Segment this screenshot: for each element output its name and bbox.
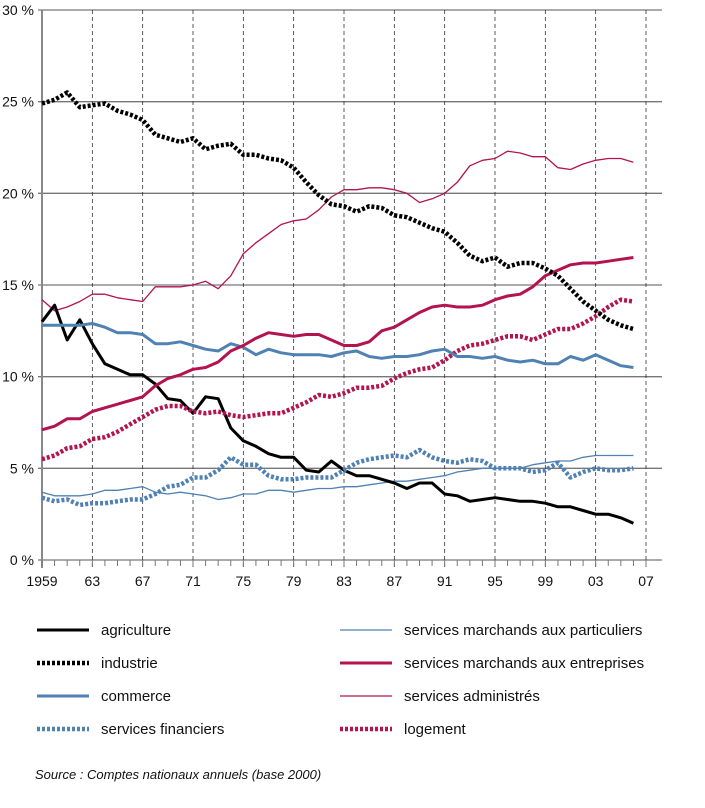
y-tick-label: 20 % [2, 185, 34, 201]
x-tick-label: 67 [135, 573, 151, 589]
x-tick-label: 99 [538, 573, 554, 589]
legend-item: industrie [37, 655, 158, 672]
legend-label: industrie [101, 655, 158, 672]
y-tick-label: 10 % [2, 369, 34, 385]
source-note: Source : Comptes nationaux annuels (base… [35, 767, 321, 782]
legend-label: logement [404, 721, 467, 738]
x-tick-label: 63 [85, 573, 101, 589]
legend-item: services marchands aux particuliers [340, 622, 642, 639]
x-axis-ticks: 1959 63 67 71 75 79 83 87 91 95 99 03 07 [26, 560, 654, 589]
x-tick-label: 1959 [26, 573, 57, 589]
legend: agriculture industrie commerce services fin… [37, 622, 644, 738]
legend-label: commerce [101, 688, 171, 705]
series-line-services-marchands-aux-particuliers [41, 454, 634, 501]
series-line-services-marchands-aux-entreprises [41, 256, 634, 432]
legend-label: services administrés [404, 688, 540, 705]
series-line-industrie [41, 90, 635, 332]
legend-item: agriculture [37, 622, 171, 639]
series-line-logement [41, 297, 634, 462]
y-axis-ticks: 0 % 5 % 10 % 15 % 20 % 25 % 30 % [2, 2, 34, 568]
x-tick-label: 75 [236, 573, 252, 589]
x-tick-label: 03 [588, 573, 604, 589]
legend-label: services marchands aux particuliers [404, 622, 642, 639]
series-lines [40, 90, 635, 525]
series-line-commerce [42, 322, 634, 369]
x-tick-label: 79 [286, 573, 302, 589]
x-tick-label: 87 [387, 573, 403, 589]
legend-label: agriculture [101, 622, 171, 639]
legend-label: services financiers [101, 721, 224, 738]
y-tick-label: 0 % [10, 552, 34, 568]
y-tick-label: 15 % [2, 277, 34, 293]
grid [38, 9, 662, 568]
x-tick-label: 91 [437, 573, 453, 589]
legend-item: commerce [37, 688, 171, 705]
series-line-agriculture [40, 303, 635, 525]
y-tick-label: 5 % [10, 460, 34, 476]
y-tick-label: 25 % [2, 94, 34, 110]
x-tick-label: 83 [336, 573, 352, 589]
y-tick-label: 30 % [2, 2, 34, 18]
series-line-services-financiers [41, 447, 634, 508]
legend-label: services marchands aux entreprises [404, 655, 644, 672]
x-tick-label: 95 [487, 573, 503, 589]
legend-item: services administrés [340, 688, 540, 705]
series-line-services-administrés [41, 150, 634, 312]
legend-item: services marchands aux entreprises [340, 655, 644, 672]
legend-item: services financiers [37, 721, 224, 738]
x-tick-label: 07 [638, 573, 654, 589]
x-tick-label: 71 [185, 573, 201, 589]
legend-item: logement [340, 721, 467, 738]
